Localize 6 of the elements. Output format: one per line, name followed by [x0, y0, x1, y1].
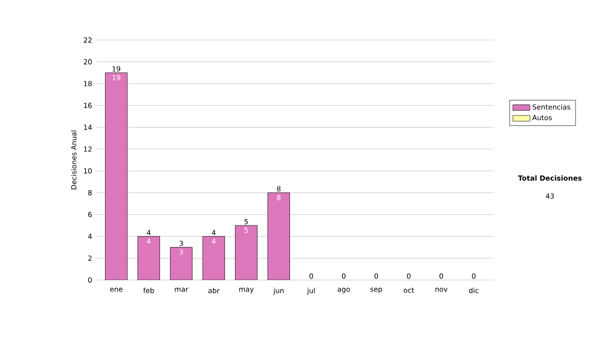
bar — [138, 236, 160, 280]
bar — [105, 72, 128, 280]
bar — [202, 236, 225, 280]
bar — [235, 225, 258, 280]
bar — [268, 192, 290, 280]
bar — [170, 247, 192, 280]
